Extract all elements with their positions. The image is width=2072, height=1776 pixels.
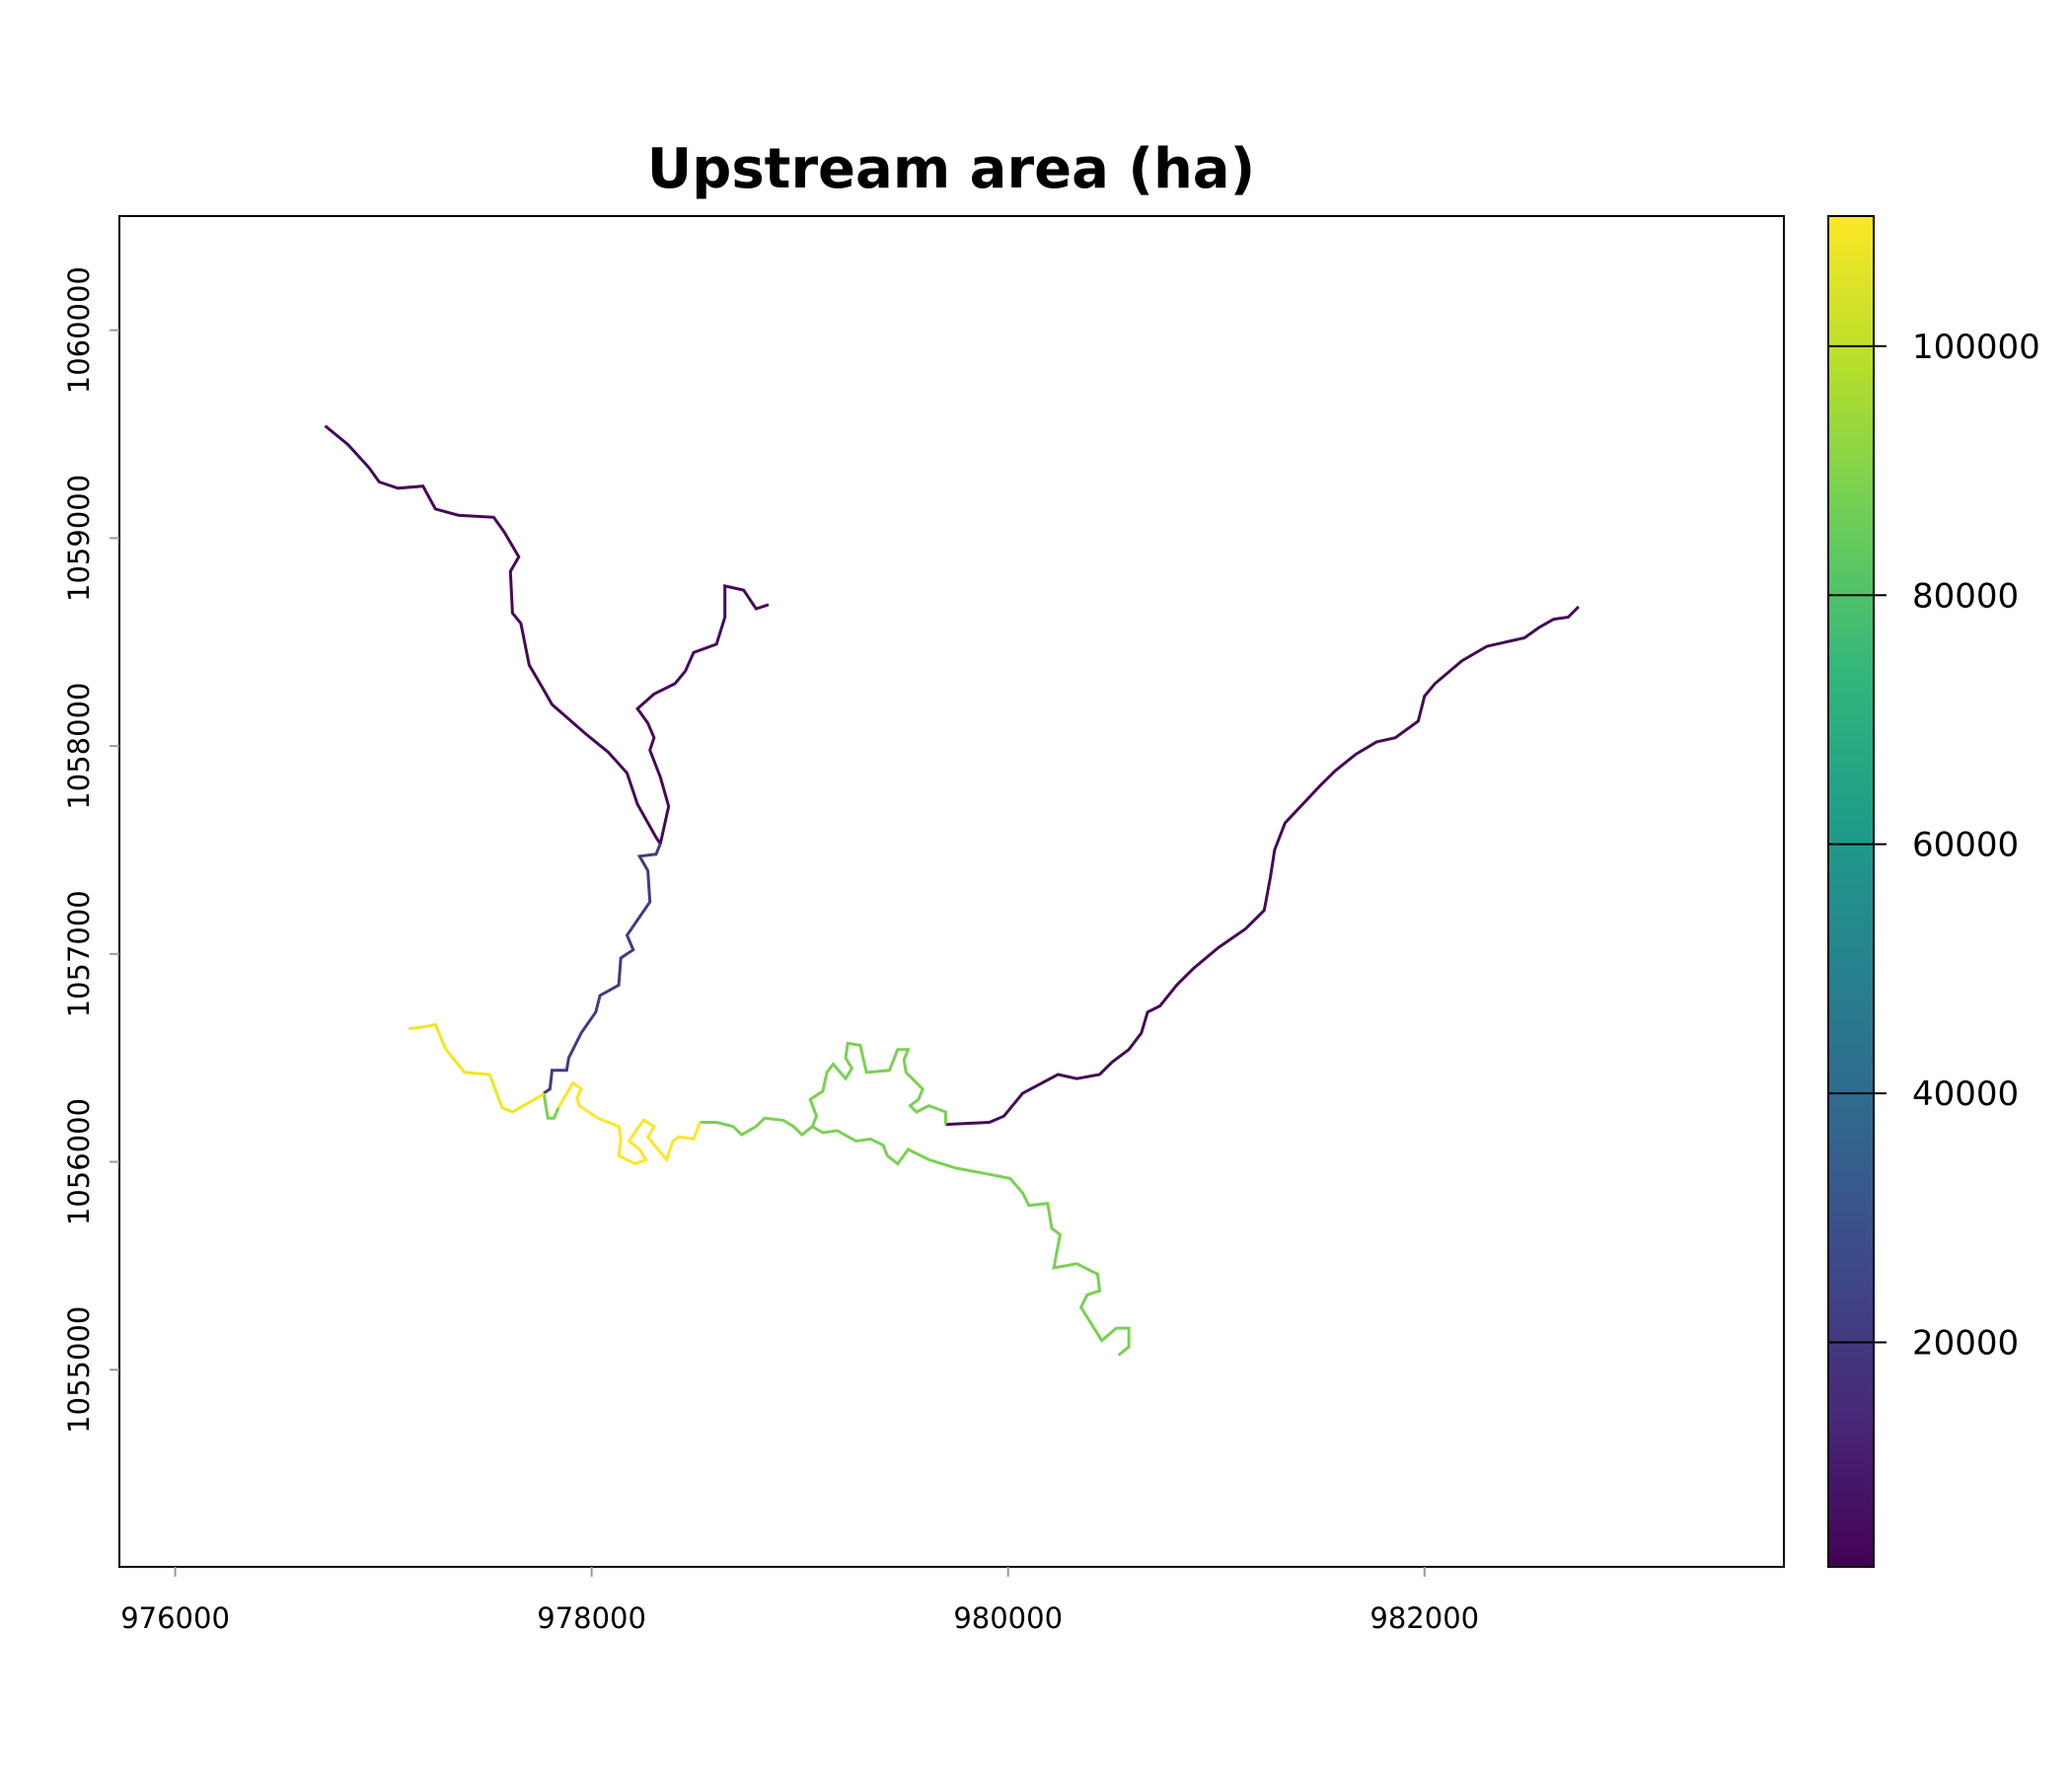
x-tick-label: 976000	[120, 1601, 230, 1635]
y-tick-label: 1060000	[62, 266, 96, 394]
y-tick-label: 1055000	[62, 1306, 96, 1434]
x-tick-label: 982000	[1369, 1601, 1479, 1635]
stream-network	[324, 424, 1580, 1357]
plot-frame	[118, 215, 1785, 1568]
y-tick-label: 1057000	[62, 890, 96, 1017]
chart-title: Upstream area (ha)	[647, 137, 1255, 201]
x-tick-label: 980000	[953, 1601, 1063, 1635]
colorbar-tick-label: 20000	[1912, 1323, 2019, 1363]
stream-segment-5	[700, 1041, 947, 1138]
colorbar	[1827, 215, 1875, 1568]
y-axis: 1055000 1056000 1057000 1058000 1059000 10600…	[62, 266, 119, 1434]
stream-segment-6	[811, 1125, 1131, 1357]
stream-segment-2	[543, 843, 662, 1095]
x-axis: 976000 978000 980000 982000	[120, 1567, 1479, 1635]
stream-segment-3	[945, 605, 1580, 1127]
colorbar-tick-label: 100000	[1912, 328, 2040, 367]
stream-segment-4	[542, 1092, 560, 1120]
stream-segment-7	[407, 1022, 546, 1114]
stream-segment-1	[635, 584, 770, 845]
y-tick-label: 1056000	[62, 1098, 96, 1225]
colorbar-tick-label: 40000	[1912, 1074, 2019, 1114]
colorbar-ticks: 20000 40000 60000 80000 100000	[1828, 328, 2040, 1363]
colorbar-tick-label: 80000	[1912, 576, 2019, 616]
y-tick-label: 1059000	[62, 475, 96, 602]
y-tick-label: 1058000	[62, 683, 96, 810]
x-tick-label: 978000	[537, 1601, 646, 1635]
stream-segment-8	[556, 1080, 702, 1166]
colorbar-tick-label: 60000	[1912, 826, 2019, 865]
stream-segment-0	[324, 424, 662, 845]
